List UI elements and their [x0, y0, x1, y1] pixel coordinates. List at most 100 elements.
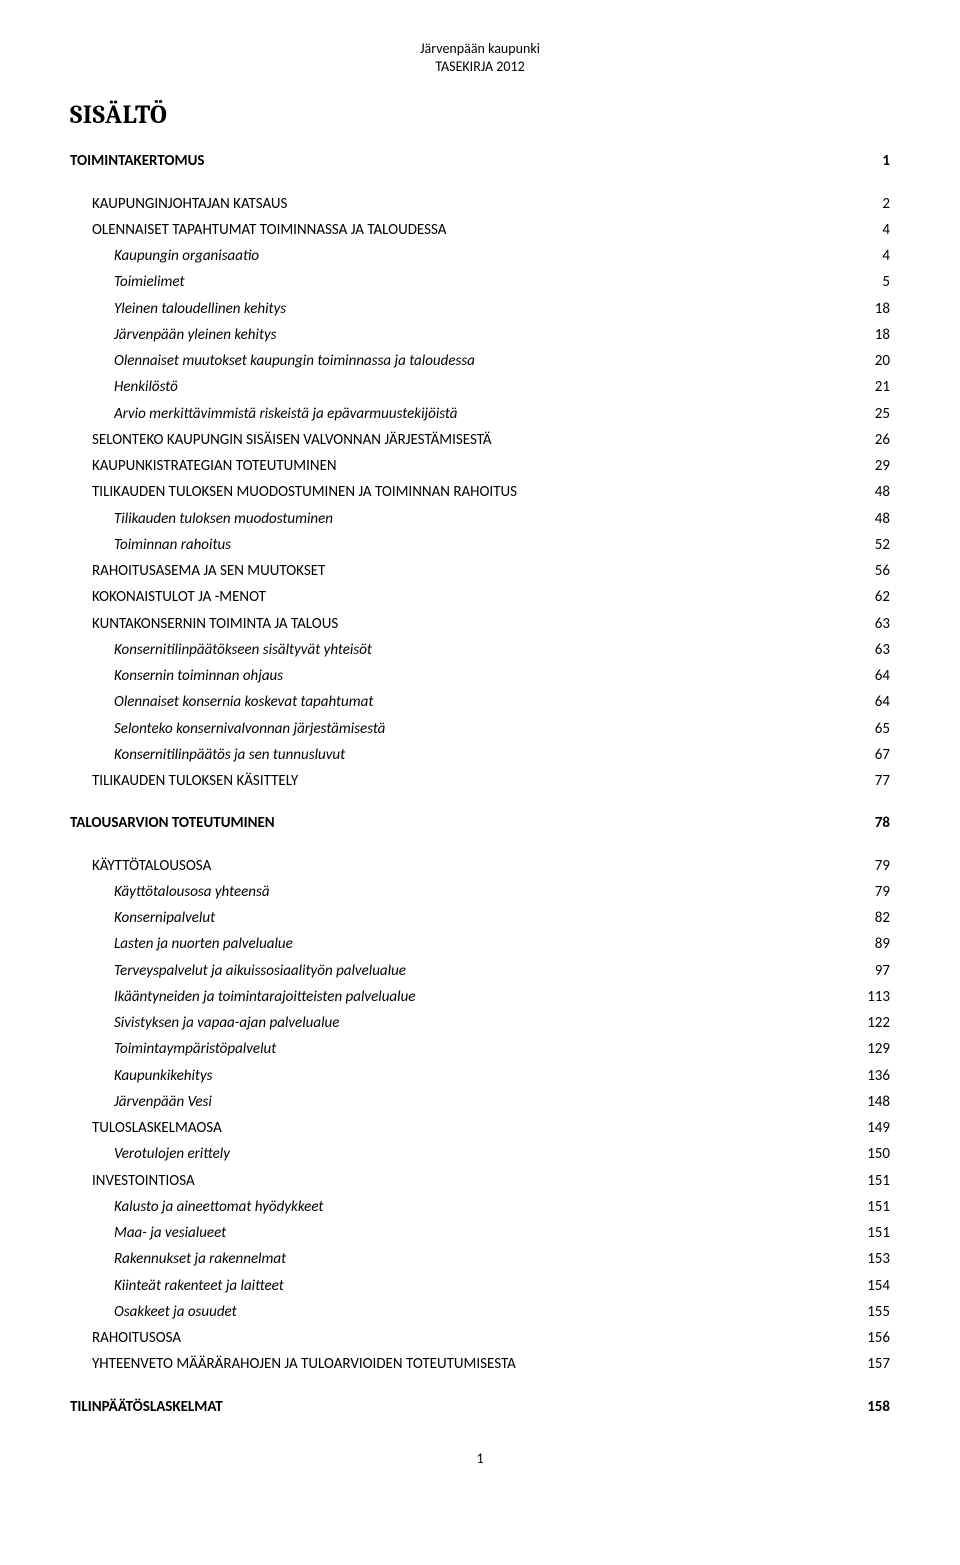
toc-label: RAHOITUSASEMA JA SEN MUUTOKSET	[92, 558, 325, 584]
toc-page-number: 129	[867, 1036, 890, 1062]
toc-entry: Kiinteät rakenteet ja laitteet 154	[70, 1273, 890, 1299]
toc-label: Henkilöstö	[114, 374, 178, 400]
toc-entry: Osakkeet ja osuudet 155	[70, 1299, 890, 1325]
header-line-1: Järvenpään kaupunki	[70, 40, 890, 58]
toc-entry: TOIMINTAKERTOMUS1	[70, 148, 890, 174]
toc-entry: TALOUSARVION TOTEUTUMINEN 78	[70, 810, 890, 836]
toc-label: KAUPUNGINJOHTAJAN KATSAUS	[92, 191, 287, 217]
toc-page-number: 25	[875, 401, 890, 427]
toc-page-number: 82	[875, 905, 890, 931]
toc-page-number: 156	[867, 1325, 890, 1351]
document-header: Järvenpään kaupunki TASEKIRJA 2012	[70, 40, 890, 76]
toc-page-number: 155	[867, 1299, 890, 1325]
toc-entry: KUNTAKONSERNIN TOIMINTA JA TALOUS63	[70, 611, 890, 637]
toc-entry: Käyttötalousosa yhteensä 79	[70, 879, 890, 905]
toc-page-number: 63	[875, 637, 890, 663]
toc-label: Järvenpään Vesi	[114, 1089, 212, 1115]
toc-entry: Rakennukset ja rakennelmat 153	[70, 1246, 890, 1272]
toc-spacer	[70, 837, 890, 853]
toc-page-number: 78	[875, 810, 890, 836]
toc-label: Toimintaympäristöpalvelut	[114, 1036, 276, 1062]
toc-label: Rakennukset ja rakennelmat	[114, 1246, 286, 1272]
toc-label: OLENNAISET TAPAHTUMAT TOIMINNASSA JA TAL…	[92, 217, 446, 243]
toc-page-number: 64	[875, 663, 890, 689]
toc-entry: Sivistyksen ja vapaa-ajan palvelualue 122	[70, 1010, 890, 1036]
toc-entry: TILIKAUDEN TULOKSEN KÄSITTELY77	[70, 768, 890, 794]
toc-label: Yleinen taloudellinen kehitys	[114, 296, 286, 322]
toc-page-number: 79	[875, 853, 890, 879]
toc-entry: Kaupunkikehitys 136	[70, 1063, 890, 1089]
toc-label: Kiinteät rakenteet ja laitteet	[114, 1273, 284, 1299]
toc-label: Osakkeet ja osuudet	[114, 1299, 237, 1325]
toc-page-number: 4	[882, 243, 890, 269]
toc-entry: Lasten ja nuorten palvelualue 89	[70, 931, 890, 957]
toc-entry: RAHOITUSASEMA JA SEN MUUTOKSET56	[70, 558, 890, 584]
toc-page-number: 97	[875, 958, 890, 984]
toc-entry: Olennaiset muutokset kaupungin toiminnas…	[70, 348, 890, 374]
toc-label: KOKONAISTULOT JA -MENOT	[92, 584, 266, 610]
toc-entry: TILINPÄÄTÖSLASKELMAT158	[70, 1394, 890, 1420]
toc-page-number: 18	[875, 322, 890, 348]
toc-entry: Toiminnan rahoitus52	[70, 532, 890, 558]
toc-page-number: 149	[867, 1115, 890, 1141]
toc-page-number: 18	[875, 296, 890, 322]
toc-page-number: 151	[867, 1220, 890, 1246]
toc-label: Konsernitilinpäätökseen sisältyvät yhtei…	[114, 637, 372, 663]
toc-page-number: 148	[867, 1089, 890, 1115]
toc-entry: Järvenpään yleinen kehitys 18	[70, 322, 890, 348]
toc-page-number: 136	[867, 1063, 890, 1089]
toc-label: Järvenpään yleinen kehitys	[114, 322, 277, 348]
toc-page-number: 5	[882, 269, 890, 295]
toc-page-number: 4	[882, 217, 890, 243]
toc-entry: Yleinen taloudellinen kehitys 18	[70, 296, 890, 322]
toc-entry: KAUPUNGINJOHTAJAN KATSAUS 2	[70, 191, 890, 217]
toc-entry: Konsernitilinpäätökseen sisältyvät yhtei…	[70, 637, 890, 663]
toc-label: KAUPUNKISTRATEGIAN TOTEUTUMINEN	[92, 453, 337, 479]
toc-entry: Konsernin toiminnan ohjaus 64	[70, 663, 890, 689]
toc-page-number: 113	[867, 984, 890, 1010]
toc-label: Arvio merkittävimmistä riskeistä ja epäv…	[114, 401, 457, 427]
page-number: 1	[70, 1450, 890, 1467]
toc-entry: Kalusto ja aineettomat hyödykkeet151	[70, 1194, 890, 1220]
toc-label: Konsernin toiminnan ohjaus	[114, 663, 283, 689]
toc-entry: Maa- ja vesialueet 151	[70, 1220, 890, 1246]
toc-page-number: 151	[867, 1168, 890, 1194]
toc-page-number: 65	[875, 716, 890, 742]
toc-label: Kaupunkikehitys	[114, 1063, 213, 1089]
toc-page-number: 122	[867, 1010, 890, 1036]
toc-label: Käyttötalousosa yhteensä	[114, 879, 270, 905]
toc-page-number: 48	[875, 506, 890, 532]
toc-label: Konsernitilinpäätös ja sen tunnusluvut	[114, 742, 345, 768]
toc-label: Konsernipalvelut	[114, 905, 215, 931]
toc-label: TILINPÄÄTÖSLASKELMAT	[70, 1394, 223, 1420]
toc-entry: KOKONAISTULOT JA -MENOT62	[70, 584, 890, 610]
toc-entry: Arvio merkittävimmistä riskeistä ja epäv…	[70, 401, 890, 427]
toc-entry: Järvenpään Vesi 148	[70, 1089, 890, 1115]
toc-label: Lasten ja nuorten palvelualue	[114, 931, 293, 957]
table-of-contents: TOIMINTAKERTOMUS1 KAUPUNGINJOHTAJAN KATSA…	[70, 148, 890, 1420]
toc-entry: RAHOITUSOSA156	[70, 1325, 890, 1351]
toc-page-number: 79	[875, 879, 890, 905]
toc-page-number: 21	[875, 374, 890, 400]
toc-label: Kaupungin organisaatio	[114, 243, 259, 269]
toc-page-number: 63	[875, 611, 890, 637]
header-line-2: TASEKIRJA 2012	[70, 58, 890, 76]
toc-entry: SELONTEKO KAUPUNGIN SISÄISEN VALVONNAN J…	[70, 427, 890, 453]
toc-page-number: 89	[875, 931, 890, 957]
toc-label: Olennaiset konsernia koskevat tapahtumat	[114, 689, 373, 715]
toc-entry: Konsernitilinpäätös ja sen tunnusluvut67	[70, 742, 890, 768]
toc-page-number: 154	[867, 1273, 890, 1299]
toc-page-number: 151	[867, 1194, 890, 1220]
toc-entry: Kaupungin organisaatio 4	[70, 243, 890, 269]
toc-page-number: 2	[882, 191, 890, 217]
toc-label: Sivistyksen ja vapaa-ajan palvelualue	[114, 1010, 339, 1036]
toc-entry: YHTEENVETO MÄÄRÄRAHOJEN JA TULOARVIOIDEN…	[70, 1351, 890, 1377]
toc-entry: KÄYTTÖTALOUSOSA79	[70, 853, 890, 879]
toc-label: Maa- ja vesialueet	[114, 1220, 226, 1246]
toc-page-number: 153	[867, 1246, 890, 1272]
toc-label: TILIKAUDEN TULOKSEN KÄSITTELY	[92, 768, 298, 794]
toc-label: TALOUSARVION TOTEUTUMINEN	[70, 810, 275, 836]
toc-page-number: 64	[875, 689, 890, 715]
toc-label: Tilikauden tuloksen muodostuminen	[114, 506, 333, 532]
toc-label: TULOSLASKELMAOSA	[92, 1115, 222, 1141]
